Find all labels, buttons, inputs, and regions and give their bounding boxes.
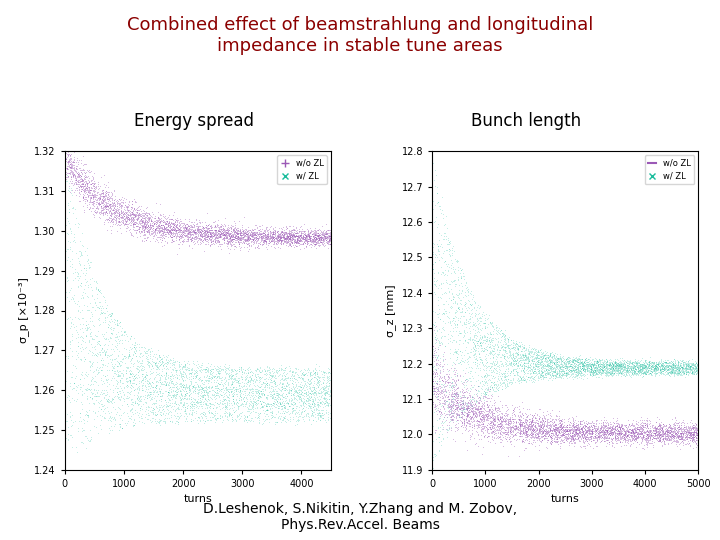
X-axis label: turns: turns [551,495,580,504]
X-axis label: turns: turns [184,495,212,504]
Text: Combined effect of beamstrahlung and longitudinal
impedance in stable tune areas: Combined effect of beamstrahlung and lon… [127,16,593,55]
Legend: w/o ZL, w/ ZL: w/o ZL, w/ ZL [644,156,694,184]
Text: Bunch length: Bunch length [471,112,580,130]
Y-axis label: σ_z [mm]: σ_z [mm] [385,284,396,337]
Text: Energy spread: Energy spread [135,112,254,130]
Text: D.Leshenok, S.Nikitin, Y.Zhang and M. Zobov,
Phys.Rev.Accel. Beams: D.Leshenok, S.Nikitin, Y.Zhang and M. Zo… [203,502,517,532]
Legend: w/o ZL, w/ ZL: w/o ZL, w/ ZL [277,156,327,184]
Y-axis label: σ_p [×10⁻³]: σ_p [×10⁻³] [18,278,29,343]
